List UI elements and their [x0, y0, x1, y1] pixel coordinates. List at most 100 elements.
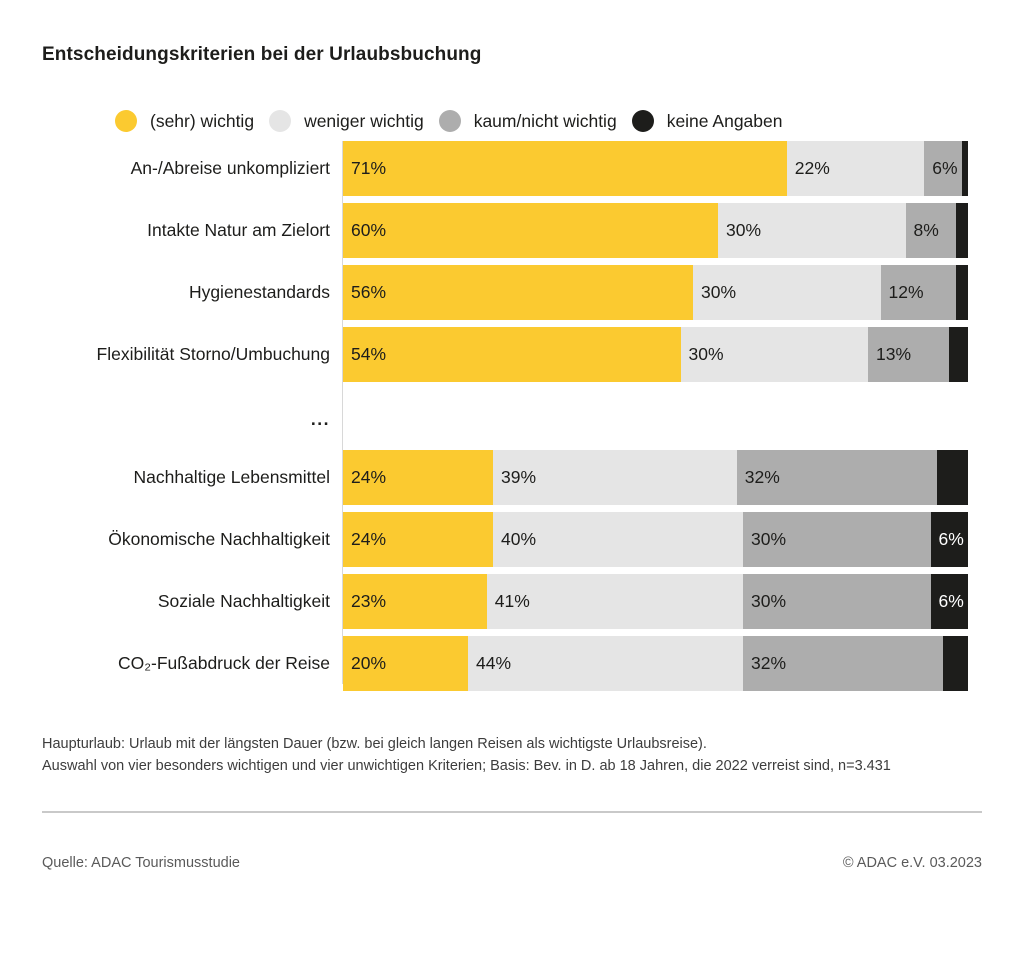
chart-row: Hygienestandards 56% 30% 12%: [42, 265, 982, 320]
source-row: Quelle: ADAC Tourismusstudie © ADAC e.V.…: [42, 855, 982, 871]
footnote-line-2: Auswahl von vier besonders wichtigen und…: [42, 758, 891, 774]
bar-segment-label: 41%: [494, 591, 530, 611]
legend-item: (sehr) wichtig: [115, 110, 254, 132]
bar-segment-label: 32%: [751, 653, 787, 673]
chart-row: An-/Abreise unkompliziert 71% 22% 6%: [42, 141, 982, 196]
bar: 54% 30% 13%: [343, 327, 968, 382]
footnote-line-1: Haupturlaub: Urlaub mit der längsten Dau…: [42, 736, 707, 752]
bar-segment-label: 22%: [794, 158, 830, 178]
bar-segment-label: 56%: [351, 282, 387, 302]
bar: 56% 30% 12%: [343, 265, 968, 320]
bar-segment-label: 71%: [351, 158, 387, 178]
legend-swatch-yellow: [115, 110, 137, 132]
bar-segment-black: [943, 636, 968, 691]
bar-segment-label: 44%: [476, 653, 512, 673]
bar-segment-black: [949, 327, 968, 382]
legend-item: kaum/nicht wichtig: [438, 110, 617, 132]
bar-segment-label: 30%: [688, 344, 724, 364]
bar-segment-label: 6%: [938, 591, 964, 611]
bar: 23% 41% 30% 6%: [343, 574, 968, 629]
bar-segment-yellow: 71%: [343, 141, 787, 196]
bar-segment-label: 8%: [913, 220, 939, 240]
bar-segment-label: 6%: [932, 158, 958, 178]
bar-segment-black: [936, 450, 968, 505]
legend-label: kaum/nicht wichtig: [473, 110, 617, 131]
bar-segment-yellow: 20%: [343, 636, 468, 691]
bar-segment-label: 40%: [501, 529, 537, 549]
bar-segment-label: 24%: [351, 467, 387, 487]
bar-segment-light_gray: 41%: [486, 574, 743, 629]
chart-row: Flexibilität Storno/Umbuchung 54% 30% 13%: [42, 327, 982, 382]
bar-segment-light_gray: 22%: [786, 141, 925, 196]
axis-line: [342, 141, 343, 684]
bar-segment-label: 13%: [876, 344, 912, 364]
chart: An-/Abreise unkompliziert 71% 22% 6% Intak…: [42, 141, 982, 691]
bar-segment-label: 30%: [751, 591, 787, 611]
bar-segment-mid_gray: 12%: [880, 265, 956, 320]
bar-segment-mid_gray: 30%: [743, 574, 931, 629]
chart-row: Soziale Nachhaltigkeit 23% 41% 30% 6%: [42, 574, 982, 629]
row-label: An-/Abreise unkompliziert: [130, 158, 330, 179]
bar-segment-light_gray: 30%: [718, 203, 906, 258]
bar-segment-yellow: 60%: [343, 203, 718, 258]
bar-segment-light_gray: 40%: [493, 512, 743, 567]
bar-segment-yellow: 23%: [343, 574, 487, 629]
bar-segment-label: 32%: [744, 467, 780, 487]
legend-item: keine Angaben: [631, 110, 783, 132]
bar-segment-yellow: 54%: [343, 327, 681, 382]
bar: 20% 44% 32%: [343, 636, 968, 691]
chart-row: CO₂-Fußabdruck der Reise 20% 44% 32%: [42, 636, 982, 691]
bar-segment-mid_gray: 30%: [743, 512, 931, 567]
bar-segment-label: 23%: [351, 591, 387, 611]
row-label: Nachhaltige Lebensmittel: [133, 467, 330, 488]
source-left: Quelle: ADAC Tourismusstudie: [42, 855, 240, 871]
bar-segment-label: 60%: [351, 220, 387, 240]
divider: [42, 811, 982, 813]
bar-segment-black: [961, 141, 968, 196]
bar-segment-light_gray: 30%: [693, 265, 881, 320]
bar-segment-label: 30%: [751, 529, 787, 549]
bar-segment-label: 12%: [888, 282, 924, 302]
bar: 24% 39% 32%: [343, 450, 968, 505]
bar-segment-label: 54%: [351, 344, 387, 364]
bar-segment-mid_gray: 8%: [905, 203, 956, 258]
row-label: Flexibilität Storno/Umbuchung: [96, 344, 330, 365]
page-title: Entscheidungskriterien bei der Urlaubsbu…: [42, 44, 482, 65]
row-label: Hygienestandards: [188, 282, 330, 303]
bar-segment-mid_gray: 6%: [924, 141, 962, 196]
bar-segment-mid_gray: 32%: [736, 450, 937, 505]
row-label: CO₂-Fußabdruck der Reise: [118, 653, 330, 674]
bar-segment-mid_gray: 32%: [743, 636, 943, 691]
legend-item: weniger wichtig: [269, 110, 424, 132]
bar-segment-mid_gray: 13%: [868, 327, 950, 382]
legend-label: keine Angaben: [666, 110, 783, 131]
bar-segment-label: 39%: [501, 467, 537, 487]
rows-separator: ...: [42, 389, 982, 450]
footnote: Haupturlaub: Urlaub mit der längsten Dau…: [42, 733, 982, 777]
bar-segment-light_gray: 44%: [468, 636, 743, 691]
legend: (sehr) wichtig weniger wichtig kaum/nich…: [115, 110, 982, 132]
bar-segment-label: 30%: [726, 220, 762, 240]
legend-swatch-black: [631, 110, 654, 132]
bar-segment-label: 30%: [701, 282, 737, 302]
bar: 24% 40% 30% 6%: [343, 512, 968, 567]
bar-segment-yellow: 24%: [343, 450, 493, 505]
bar: 60% 30% 8%: [343, 203, 968, 258]
row-label: Ökonomische Nachhaltigkeit: [108, 529, 330, 550]
bar-segment-label: 20%: [351, 653, 387, 673]
page: Entscheidungskriterien bei der Urlaubsbu…: [42, 44, 982, 871]
bar-segment-yellow: 24%: [343, 512, 493, 567]
bar-segment-light_gray: 39%: [493, 450, 737, 505]
bar-segment-black: [955, 265, 968, 320]
bar-segment-label: 6%: [938, 529, 964, 549]
bar-segment-black: 6%: [930, 512, 968, 567]
bar-segment-black: [955, 203, 968, 258]
legend-swatch-mid_gray: [438, 110, 461, 132]
legend-label: weniger wichtig: [304, 110, 424, 131]
legend-label: (sehr) wichtig: [150, 110, 255, 131]
bar: 71% 22% 6%: [343, 141, 968, 196]
row-label: Intakte Natur am Zielort: [147, 220, 330, 241]
bar-segment-light_gray: 30%: [680, 327, 868, 382]
bar-segment-black: 6%: [930, 574, 968, 629]
source-right: © ADAC e.V. 03.2023: [842, 855, 982, 871]
